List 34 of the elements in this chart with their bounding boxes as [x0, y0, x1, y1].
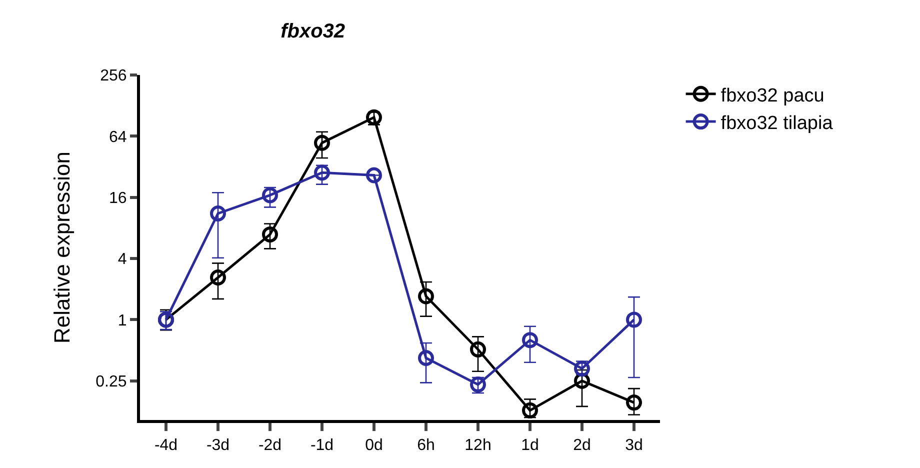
y-tick-label: 256	[100, 68, 127, 85]
point	[314, 134, 330, 151]
point	[262, 187, 278, 204]
legend-label: fbxo32 pacu	[720, 85, 824, 106]
y-tick-label: 1	[118, 312, 127, 330]
y-tick-label: 0.25	[96, 373, 127, 390]
chart-title: fbxo32	[280, 20, 346, 42]
point	[626, 312, 642, 328]
point	[210, 270, 226, 286]
point	[262, 226, 278, 242]
point	[418, 288, 434, 304]
y-tick-label: 64	[109, 128, 127, 146]
x-tick-label: -4d	[154, 437, 178, 454]
point	[522, 402, 538, 418]
x-tick-label: 3d	[625, 437, 643, 454]
y-axis-title: Relative expression	[49, 152, 74, 344]
point	[470, 341, 486, 358]
x-tick-label: 12h	[464, 437, 492, 454]
point	[418, 350, 434, 366]
point	[522, 332, 538, 348]
point	[314, 164, 330, 181]
y-tick-label: 4	[118, 251, 127, 268]
x-tick-label: 2d	[573, 437, 591, 454]
x-tick-label: 6h	[417, 437, 435, 454]
point	[210, 205, 226, 222]
x-tick-label: -1d	[310, 437, 334, 454]
x-tick-label: 0d	[365, 437, 383, 454]
x-tick-label: -2d	[258, 437, 282, 454]
y-tick-label: 16	[109, 190, 127, 207]
legend-label: fbxo32 tilapia	[720, 112, 834, 134]
point	[366, 167, 382, 184]
x-tick-label: -3d	[206, 437, 230, 454]
point	[626, 394, 642, 411]
x-tick-label: 1d	[521, 437, 539, 454]
